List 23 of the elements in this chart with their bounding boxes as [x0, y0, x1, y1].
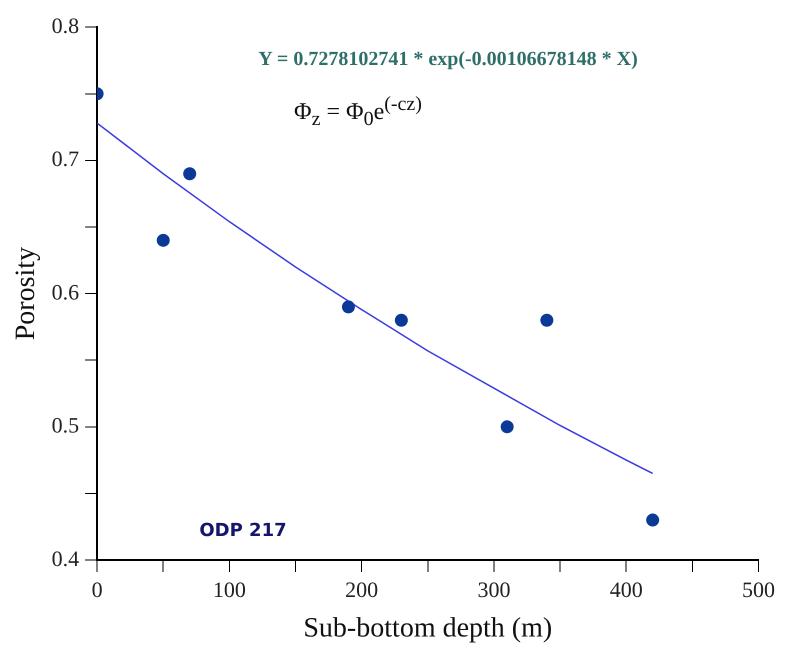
x-tick-label: 300: [477, 576, 510, 602]
y-axis-title: Porosity: [10, 246, 42, 340]
y-tick-label: 0.4: [52, 546, 80, 571]
y-tick-label: 0.5: [52, 412, 80, 438]
x-axis-title: Sub-bottom depth (m): [303, 612, 552, 644]
x-tick-label: 0: [92, 576, 103, 602]
point: [500, 420, 514, 434]
point: [342, 300, 355, 314]
point: [540, 314, 554, 327]
y-tick-label: 0.6: [52, 279, 80, 304]
point: [394, 314, 408, 327]
point: [156, 234, 170, 247]
y-tick-label: 0.8: [52, 12, 80, 38]
x-tick-label: 500: [742, 576, 775, 602]
y-tick-label: 0.7: [52, 146, 80, 172]
annotation: ODP 217: [199, 520, 287, 541]
x-tick-label: 100: [212, 576, 246, 602]
x-tick-label: 200: [345, 576, 378, 602]
annotation: Y = 0.7278102741 * exp(-0.00106678148 * X): [258, 48, 638, 71]
point: [646, 514, 660, 527]
point: [183, 167, 196, 180]
annotation: Φ$_{z}$ = Φ$_{0}$e$^{(-cz)}$: [294, 93, 422, 131]
x-tick-label: 400: [610, 576, 643, 602]
